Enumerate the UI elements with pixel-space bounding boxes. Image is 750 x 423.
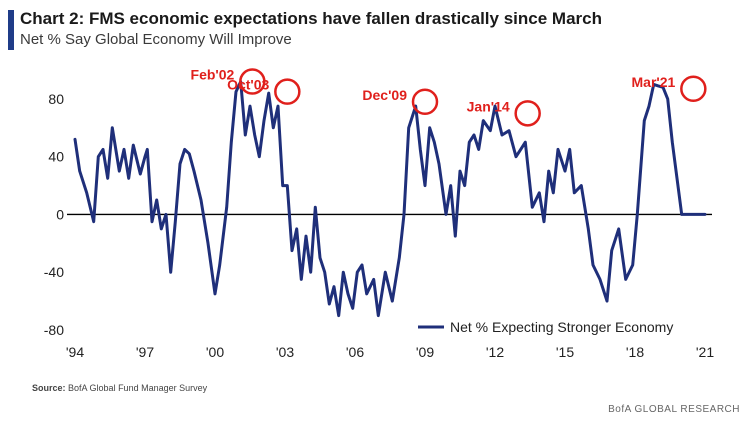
y-tick-label: 40: [48, 149, 64, 165]
y-tick-label: 80: [48, 91, 64, 107]
title-accent-bar: [8, 10, 14, 50]
x-tick-label: '97: [136, 344, 154, 360]
annotation-circle: [680, 75, 707, 103]
x-tick-label: '21: [696, 344, 714, 360]
annotation-label: Oct'03: [227, 77, 269, 93]
chart-title: Chart 2: FMS economic expectations have …: [20, 9, 602, 28]
source-note: Source: BofA Global Fund Manager Survey: [32, 383, 207, 393]
x-tick-label: '18: [626, 344, 644, 360]
source-label: Source:: [32, 383, 66, 393]
x-tick-label: '03: [276, 344, 294, 360]
y-tick-label: -80: [44, 322, 64, 338]
x-tick-label: '09: [416, 344, 434, 360]
x-tick-label: '94: [66, 344, 84, 360]
x-tick-label: '00: [206, 344, 224, 360]
annotation-label: Jan'14: [467, 98, 510, 114]
annotation-circle: [239, 68, 266, 95]
annotation-label: Feb'02: [191, 67, 235, 83]
annotation-label: Dec'09: [362, 87, 407, 103]
x-tick-label: '06: [346, 344, 364, 360]
annotation-label: Mar'21: [632, 74, 676, 90]
source-text: BofA Global Fund Manager Survey: [68, 383, 208, 393]
chart-subtitle: Net % Say Global Economy Will Improve: [20, 31, 292, 48]
series-line: [73, 80, 707, 318]
annotation-circle: [411, 88, 439, 116]
x-tick-label: '15: [556, 344, 574, 360]
legend-label: Net % Expecting Stronger Economy: [450, 319, 673, 335]
y-tick-label: 0: [56, 206, 64, 222]
brand-label: BofA GLOBAL RESEARCH: [608, 404, 740, 415]
annotation-circle: [514, 100, 541, 127]
annotation-circle: [274, 78, 301, 105]
x-tick-label: '12: [486, 344, 504, 360]
y-tick-label: -40: [44, 264, 64, 280]
